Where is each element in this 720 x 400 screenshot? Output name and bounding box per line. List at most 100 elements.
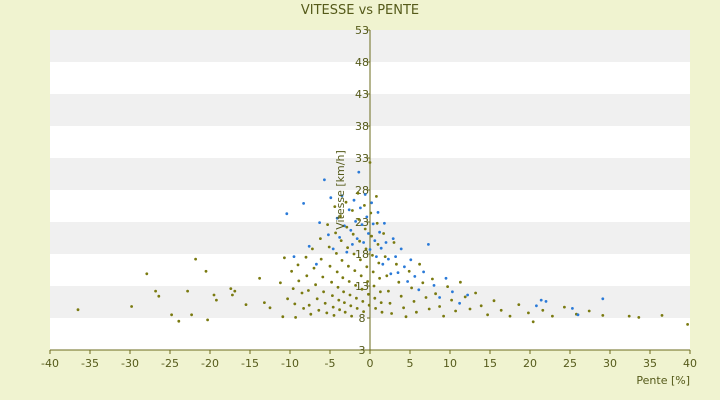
data-point	[343, 224, 346, 228]
data-point	[427, 307, 431, 311]
data-point	[499, 308, 503, 312]
data-point	[334, 231, 337, 235]
data-point	[347, 264, 350, 268]
y-tick-label: 43	[355, 88, 369, 101]
data-point	[385, 274, 389, 278]
y-tick-label: 48	[355, 56, 369, 69]
data-point	[346, 246, 349, 250]
data-point	[383, 255, 387, 258]
data-point	[371, 253, 374, 257]
data-point	[342, 290, 345, 294]
data-point	[544, 300, 548, 303]
data-point	[352, 252, 356, 256]
data-point	[352, 198, 356, 202]
data-point	[384, 241, 388, 244]
data-point	[332, 314, 336, 317]
data-point	[365, 215, 369, 219]
data-point	[363, 193, 367, 196]
data-point	[309, 312, 313, 316]
data-point	[563, 305, 566, 309]
data-point	[375, 255, 378, 258]
y-tick-label: 38	[355, 120, 369, 133]
data-point	[307, 303, 311, 307]
data-point	[409, 258, 413, 262]
data-point	[319, 257, 323, 261]
data-point	[335, 216, 339, 220]
data-point	[404, 315, 408, 319]
x-tick-label: -15	[241, 357, 259, 370]
data-point	[454, 309, 457, 313]
data-point	[371, 270, 375, 274]
data-point	[508, 314, 512, 318]
data-point	[328, 264, 332, 268]
data-point	[355, 307, 359, 310]
data-point	[343, 310, 347, 314]
data-point	[204, 269, 208, 273]
data-point	[388, 301, 392, 305]
data-point	[468, 307, 472, 311]
data-point	[376, 243, 380, 246]
data-point	[296, 263, 300, 267]
data-point	[354, 284, 357, 287]
data-point	[345, 225, 349, 229]
data-point	[571, 307, 574, 310]
data-point	[212, 293, 216, 297]
data-point	[145, 272, 149, 276]
data-point	[177, 319, 181, 323]
data-point	[335, 270, 339, 274]
data-point	[233, 289, 237, 293]
data-point	[389, 272, 393, 276]
x-tick-label: 35	[643, 357, 657, 370]
data-point	[350, 314, 353, 318]
data-point	[450, 298, 453, 302]
data-point	[403, 265, 406, 269]
data-point	[281, 315, 285, 319]
data-point	[339, 239, 343, 243]
data-point	[366, 280, 369, 283]
data-point	[427, 243, 430, 246]
data-point	[349, 228, 353, 232]
data-point	[601, 314, 605, 317]
data-point	[319, 237, 322, 241]
data-point	[331, 294, 334, 297]
data-point	[331, 247, 335, 251]
y-tick-label: 18	[355, 248, 369, 261]
data-point	[474, 291, 477, 295]
x-tick-label: 40	[683, 357, 697, 370]
data-point	[302, 307, 305, 310]
data-point	[279, 281, 282, 285]
data-point	[355, 296, 358, 300]
y-axis-label: Vitesse [km/h]	[334, 150, 347, 230]
data-point	[442, 314, 445, 318]
data-point	[391, 237, 395, 241]
x-tick-labels: -40 -35 -30 -25 -20 -15 -10 -5 0 5 10 15 20 25 30 35 40	[41, 357, 697, 370]
data-point	[300, 291, 304, 295]
data-point	[347, 280, 351, 283]
data-point	[326, 223, 329, 227]
data-point	[372, 284, 376, 288]
data-point	[390, 312, 393, 315]
data-point	[307, 244, 311, 248]
data-point	[355, 237, 359, 241]
data-point	[432, 284, 436, 287]
data-point	[268, 306, 272, 310]
data-point	[376, 211, 380, 214]
data-point	[381, 262, 385, 266]
x-tick-label: 15	[483, 357, 497, 370]
data-point	[327, 233, 330, 237]
data-point	[406, 280, 409, 283]
data-point	[292, 255, 296, 258]
data-point	[459, 280, 462, 284]
data-point	[627, 314, 631, 318]
data-point	[576, 313, 580, 317]
data-point	[392, 241, 396, 244]
data-point	[379, 290, 382, 294]
data-point	[422, 270, 425, 274]
data-point	[321, 275, 325, 279]
data-point	[186, 289, 190, 293]
data-point	[434, 292, 437, 296]
data-point	[601, 297, 605, 301]
data-point	[307, 289, 310, 292]
data-point	[375, 221, 379, 225]
data-point	[315, 262, 318, 266]
